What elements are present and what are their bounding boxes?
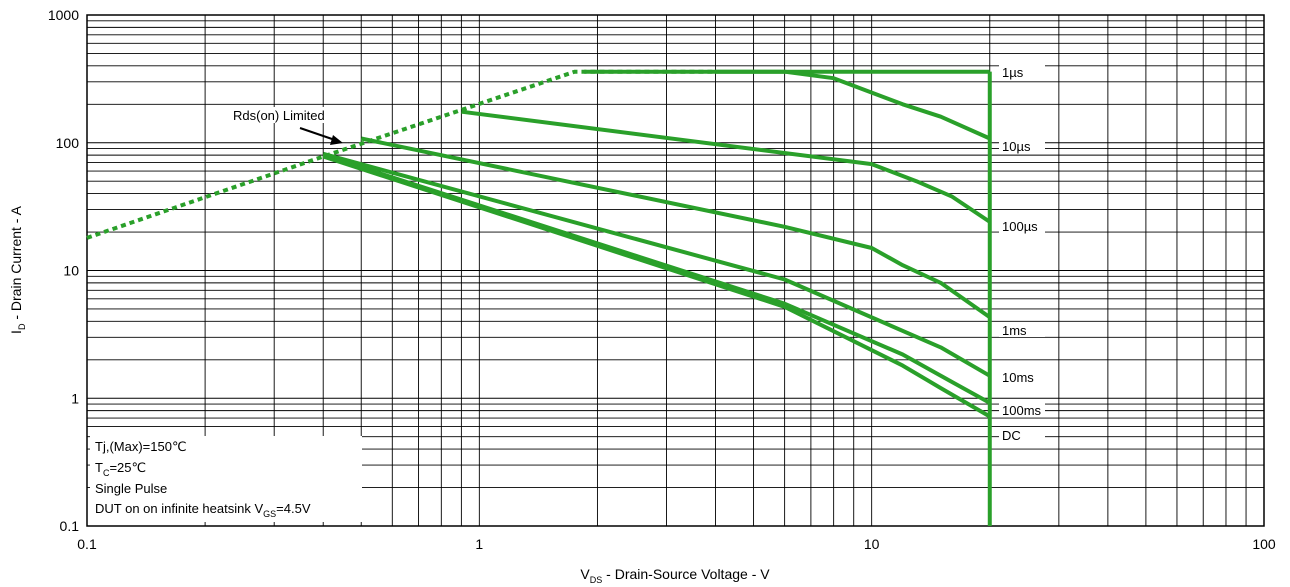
- series-label-bg: [999, 370, 1045, 384]
- rds-label: Rds(on) Limited: [233, 108, 325, 123]
- series-line-100µs: [461, 109, 991, 224]
- rds-arrow-line: [299, 127, 336, 141]
- series-line-10µs: [584, 69, 991, 141]
- series-label-DC: DC: [1002, 428, 1021, 443]
- y-tick-label: 0.1: [60, 518, 80, 534]
- series-label-bg: [999, 139, 1045, 153]
- x-tick-label: 1: [475, 536, 483, 552]
- axis-labels: VDS - Drain-Source Voltage - V ID - Drain…: [8, 205, 770, 585]
- series-line-1ms: [360, 136, 991, 319]
- series-label-100µs: 100µs: [1002, 219, 1038, 234]
- y-tick-label: 1: [71, 390, 79, 406]
- series-label-bg: [999, 403, 1045, 417]
- series-label-10µs: 10µs: [1002, 139, 1031, 154]
- series-lines: [86, 69, 992, 526]
- series-labels: 1µs 10µs 100µs 1ms 10ms 100ms DC: [999, 65, 1045, 443]
- series-label-1µs: 1µs: [1002, 65, 1024, 80]
- series-label-10ms: 10ms: [1002, 370, 1034, 385]
- rds-label-bg: [228, 107, 334, 123]
- dut-note: DUT on on infinite heatsink VGS=4.5V: [95, 501, 311, 519]
- x-axis-label: VDS - Drain-Source Voltage - V: [580, 566, 770, 585]
- series-line-10ms: [322, 151, 991, 378]
- series-label-bg: [999, 65, 1045, 79]
- y-tick-label: 100: [56, 135, 80, 151]
- series-label-1ms: 1ms: [1002, 323, 1027, 338]
- y-tick-label: 10: [63, 263, 79, 279]
- x-tick-label: 10: [864, 536, 880, 552]
- tj-note: Tj,(Max)=150℃: [95, 439, 187, 454]
- series-label-bg: [999, 428, 1045, 442]
- annotations: Rds(on) LimitedTj,(Max)=150℃TC=25℃Single…: [90, 107, 362, 522]
- y-tick-label: 1000: [48, 7, 79, 23]
- plot-frame: [86, 14, 1265, 527]
- tick-labels: 0.1 1 10 100 0.1 1 10 100 1000: [48, 7, 1276, 552]
- pulse-note: Single Pulse: [95, 481, 167, 496]
- y-axis-label: ID - Drain Current - A: [8, 205, 27, 334]
- series-line-100ms: [322, 153, 991, 405]
- series-label-bg: [999, 219, 1045, 233]
- x-tick-label: 0.1: [77, 536, 97, 552]
- series-label-bg: [999, 323, 1045, 337]
- notes-bg: [90, 436, 362, 522]
- series-line-DC: [322, 154, 991, 419]
- rds-arrow-head: [330, 135, 343, 145]
- series-label-100ms: 100ms: [1002, 403, 1042, 418]
- x-tick-label: 100: [1252, 536, 1276, 552]
